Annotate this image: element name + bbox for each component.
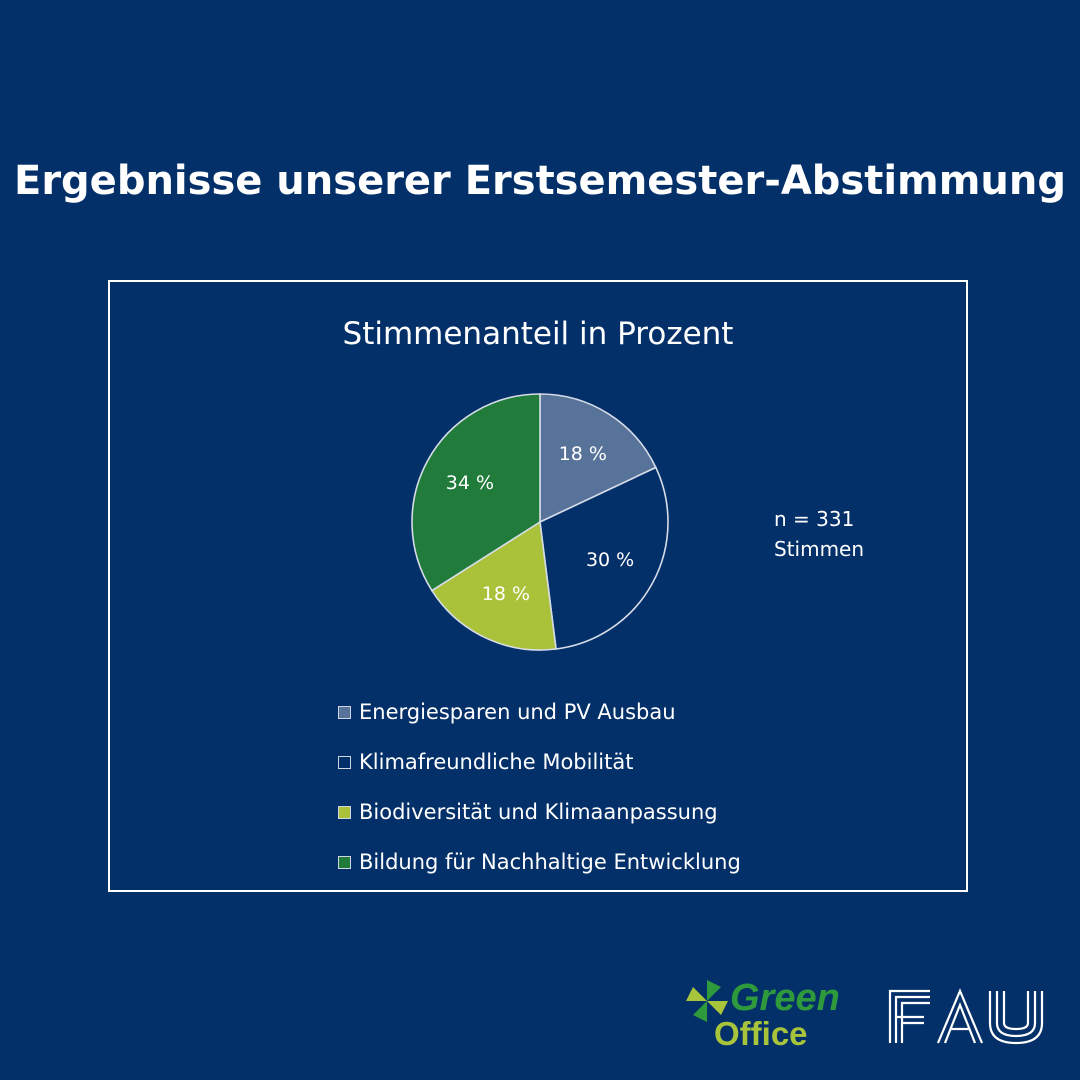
pie-slice: [539, 393, 657, 524]
pie-slice: [539, 466, 669, 650]
pie-slice: [411, 393, 541, 592]
sample-size-count: n = 331: [774, 507, 855, 531]
page-title: Ergebnisse unserer Erstsemester-Abstimmu…: [14, 158, 1066, 204]
green-office-logo-line1: Green: [730, 977, 840, 1019]
legend-swatch: [338, 855, 351, 869]
pie-slice-label: 18 %: [559, 443, 607, 465]
pinwheel-icon: [686, 980, 728, 1022]
chart-legend: Energiesparen und PV Ausbau Klimafreundl…: [338, 687, 741, 887]
legend-swatch: [338, 805, 351, 819]
legend-label: Energiesparen und PV Ausbau: [359, 700, 676, 724]
fau-logo: [888, 988, 1044, 1045]
pie-slice-label: 18 %: [482, 583, 530, 605]
pie-slice: [430, 520, 557, 651]
pie-chart: 18 % 30 % 18 % 34 %: [411, 393, 669, 651]
pie-slice-label: 34 %: [446, 472, 494, 494]
green-office-logo: Green Office: [684, 976, 844, 1056]
legend-item: Biodiversität und Klimaanpassung: [338, 787, 741, 837]
legend-item: Energiesparen und PV Ausbau: [338, 687, 741, 737]
legend-label: Biodiversität und Klimaanpassung: [359, 800, 718, 824]
sample-size-note: n = 331 Stimmen: [774, 504, 864, 564]
green-office-logo-line2: Office: [714, 1015, 808, 1052]
sample-size-unit: Stimmen: [774, 537, 865, 561]
chart-title: Stimmenanteil in Prozent: [342, 316, 734, 352]
legend-swatch: [338, 705, 351, 719]
legend-swatch: [338, 755, 351, 769]
legend-label: Bildung für Nachhaltige Entwicklung: [359, 850, 741, 874]
pie-slice-label: 30 %: [586, 549, 634, 571]
chart-frame: Stimmenanteil in Prozent 18 % 30 % 18 % 34 …: [108, 280, 968, 892]
legend-label: Klimafreundliche Mobilität: [359, 750, 634, 774]
legend-item: Bildung für Nachhaltige Entwicklung: [338, 837, 741, 887]
legend-item: Klimafreundliche Mobilität: [338, 737, 741, 787]
